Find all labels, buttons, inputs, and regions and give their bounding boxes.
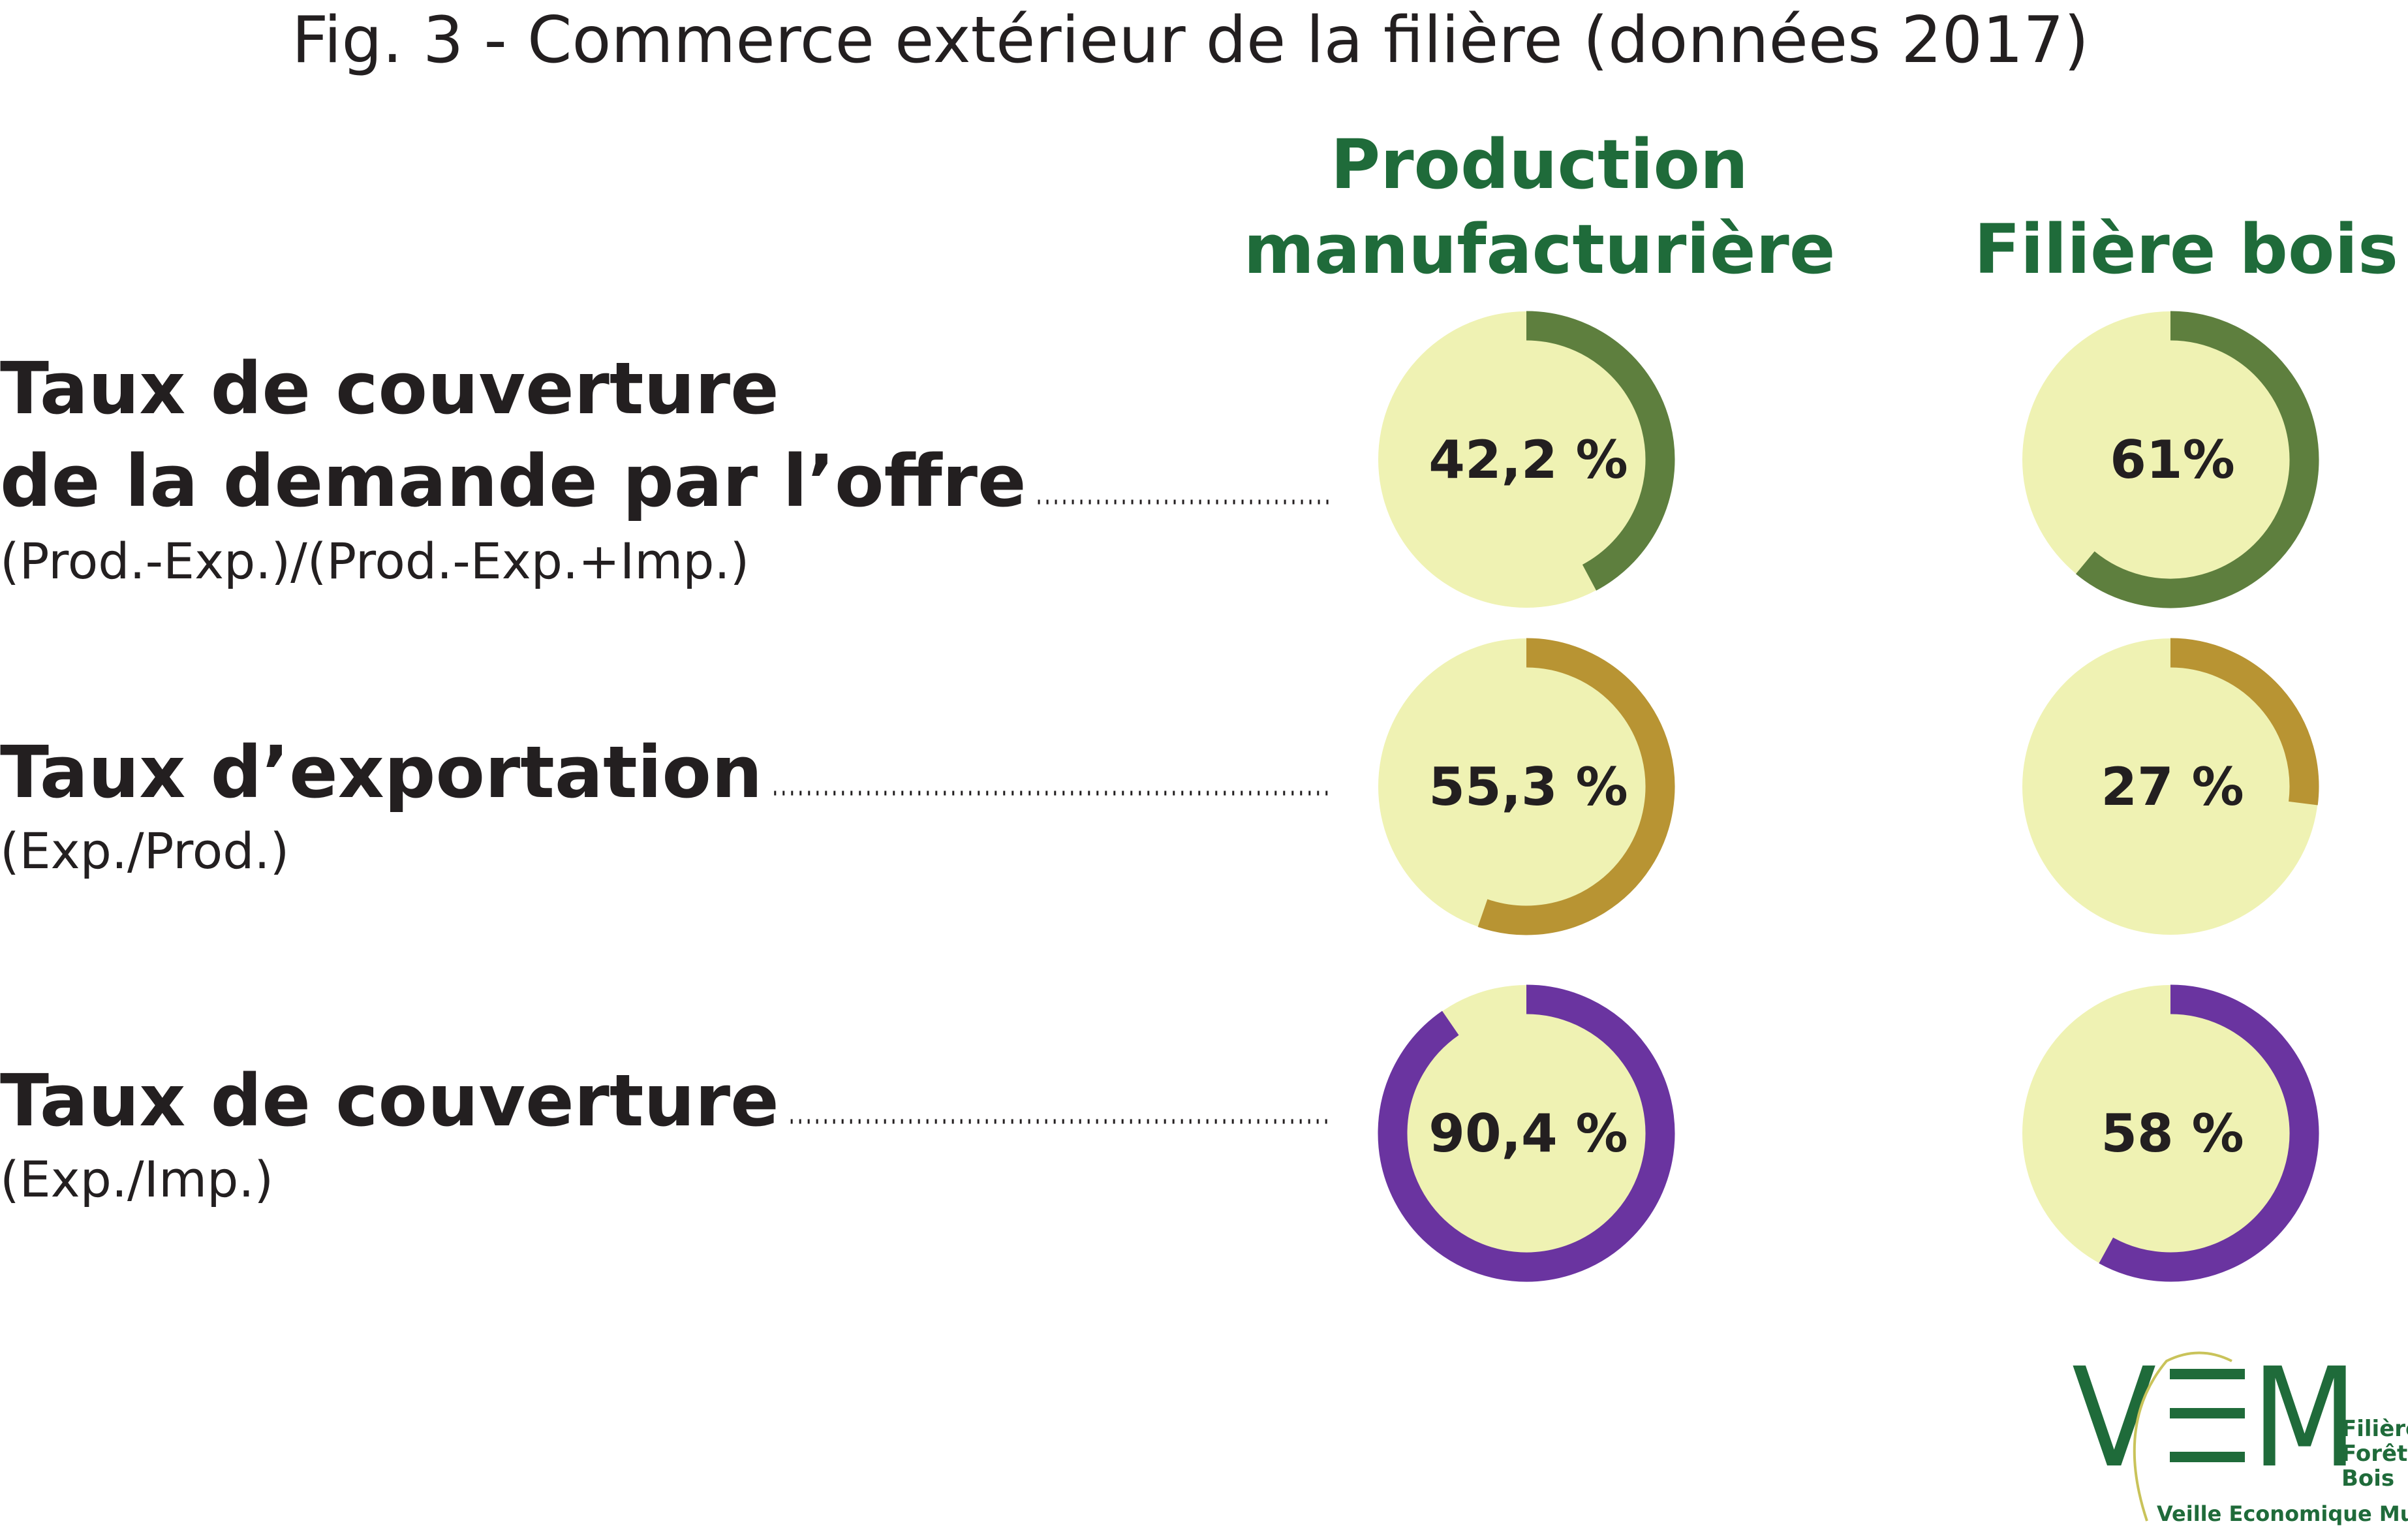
row-formula: (Exp./Prod.) [0, 822, 289, 880]
logo-letter: V [2072, 1338, 2156, 1498]
value-label: 61% [2110, 430, 2234, 490]
logo-swoosh [2133, 1351, 2232, 1522]
column-header: Production [1331, 125, 1748, 204]
logo-tagline: Veille Economique Mutualisée [2157, 1501, 2408, 1526]
donut-arc [1477, 638, 1675, 935]
logo-e [2170, 1369, 2245, 1462]
value-label: 42,2 % [1428, 430, 1628, 490]
chart-title: Fig. 3 - Commerce extérieur de la filièr… [292, 3, 2089, 78]
row-label: de la demande par l’offre [0, 439, 1026, 523]
donut-track [1378, 311, 1675, 608]
logo-line: Bois [2341, 1465, 2394, 1492]
row-formula: (Exp./Imp.) [0, 1150, 273, 1208]
row-label: Taux de couverture [0, 347, 779, 430]
logo-line: Filière [2341, 1416, 2408, 1442]
value-label: 58 % [2101, 1103, 2244, 1164]
logo-line: Forêt [2341, 1441, 2407, 1467]
value-label: 90,4 % [1428, 1103, 1628, 1164]
row-label: Taux de couverture [0, 1059, 779, 1142]
donut-arc [2170, 638, 2319, 806]
donut-track [2022, 985, 2319, 1281]
donut-arc [1526, 311, 1675, 591]
value-label: 55,3 % [1428, 757, 1628, 817]
donut-arc [2076, 311, 2319, 608]
donut-track [1378, 638, 1675, 935]
logo: V M Filière Forêt Bois Veille Economique… [2072, 1338, 2408, 1526]
donut-arc [2099, 984, 2319, 1282]
row-formula: (Prod.-Exp.)/(Prod.-Exp.+Imp.) [0, 532, 749, 590]
donut-track [2022, 638, 2319, 935]
column-header: Filière bois [1974, 210, 2398, 289]
logo-letter: M [2251, 1338, 2358, 1498]
row-label: Taux d’exportation [0, 730, 762, 814]
column-header: manufacturière [1244, 210, 1836, 289]
donut-track [2022, 311, 2319, 608]
donut-arc [1378, 984, 1675, 1282]
value-label: 27 % [2101, 757, 2244, 817]
donut-track [1378, 985, 1675, 1281]
